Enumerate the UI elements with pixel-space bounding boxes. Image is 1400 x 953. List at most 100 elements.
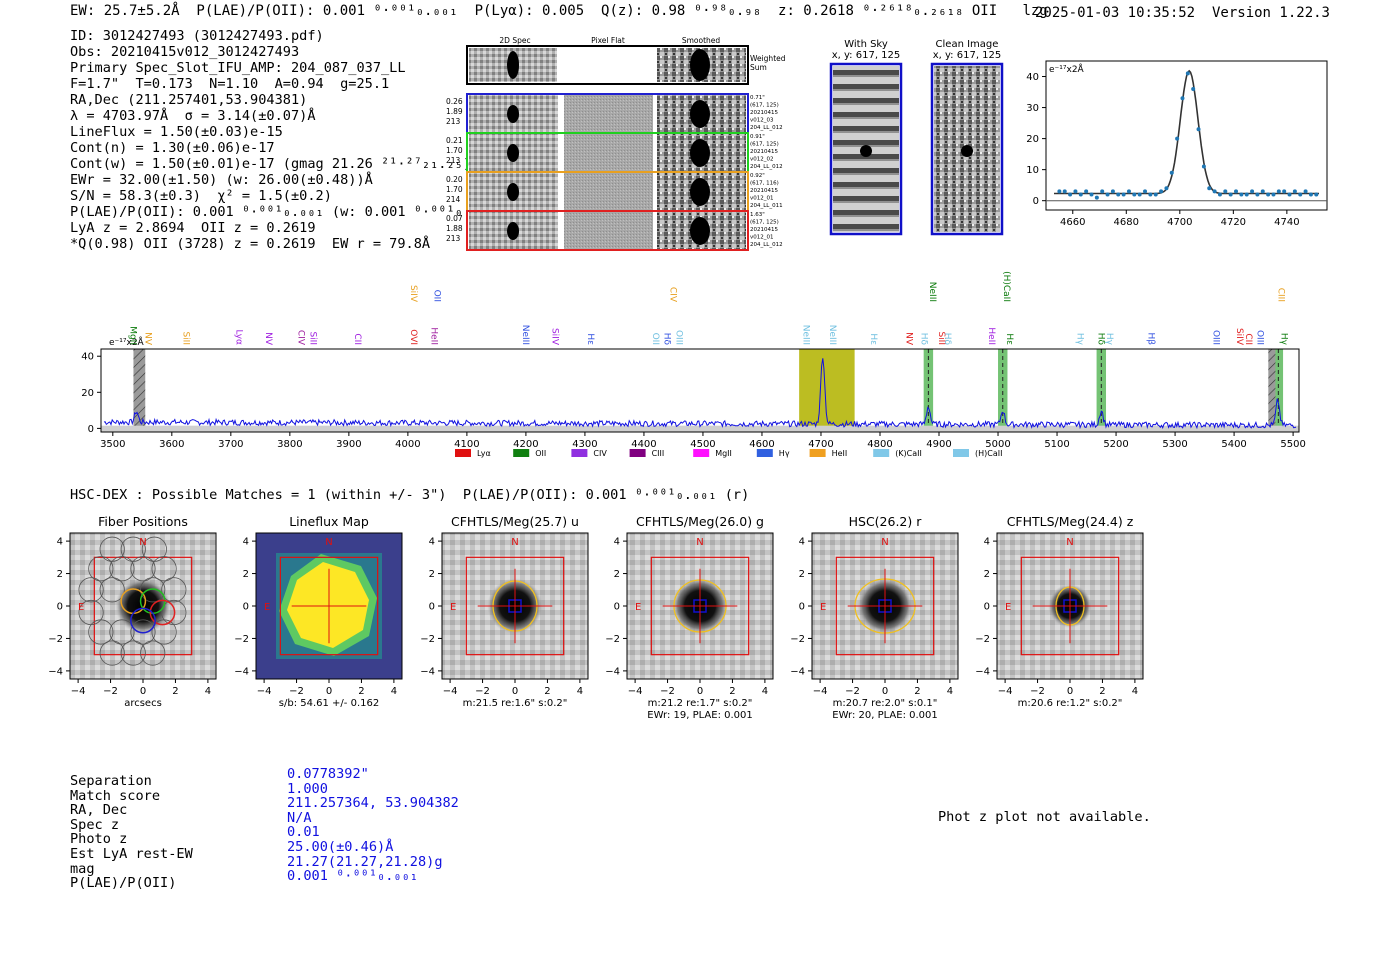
row-right-label: 20210415 <box>750 149 778 155</box>
spectrum-legend-label: CIV <box>593 449 607 458</box>
east-label: E <box>78 602 84 613</box>
spectrum-legend-swatch <box>809 449 826 457</box>
spectrum-xtick-label: 5100 <box>1044 439 1069 450</box>
row-left-label: 0.26 <box>446 97 463 106</box>
spectrum-line-label: OVI <box>408 329 418 345</box>
spectrum-xtick-label: 5300 <box>1162 439 1187 450</box>
spectrum-xtick-label: 5500 <box>1280 439 1305 450</box>
row-left-label: 213 <box>446 234 461 243</box>
summary-labels: Separation Match score RA, Dec Spec z Photo … <box>70 774 193 891</box>
zoom-data-point <box>1148 192 1153 197</box>
imaging-ytick-label: −4 <box>975 666 990 677</box>
row-right-label: 20210415 <box>750 227 778 233</box>
summary-label: RA, Dec <box>70 802 128 819</box>
fiber-circle <box>130 619 156 645</box>
imaging-xtick-label: 0 <box>326 686 332 697</box>
zoom-data-point <box>1282 189 1287 194</box>
imaging-ytick-label: 0 <box>243 602 249 613</box>
row-right-label: 0.91" <box>750 134 765 140</box>
imaging-xtick-label: 0 <box>697 686 703 697</box>
spectrum-line-label: Hγ <box>1104 333 1114 346</box>
spectrum-line-label: CII <box>352 333 362 345</box>
spectrum-legend-label: MgII <box>715 449 732 458</box>
spectrum-line-label: MgII <box>128 326 138 345</box>
row-right-label: v012_01 <box>750 235 774 241</box>
row-right-label: 0.71" <box>750 95 765 101</box>
imaging-xtick-label: −2 <box>660 686 675 697</box>
imaging-ytick-label: 4 <box>57 537 63 548</box>
summary-value: 211.257364, 53.904382 <box>287 795 459 812</box>
imaging-ytick-label: −4 <box>48 666 63 677</box>
fiber-circle <box>109 556 135 582</box>
zoom-data-point <box>1073 189 1078 194</box>
zoom-axes <box>1045 60 1328 211</box>
zoom-data-point <box>1180 96 1185 101</box>
zoom-ytick-label: 20 <box>1026 134 1039 145</box>
row-pixel-flat <box>564 95 653 133</box>
imaging-caption: m:20.6 re:1.2" s:0.2" <box>1018 698 1123 709</box>
photz-note: Phot z plot not available. <box>938 809 1151 825</box>
zoom-data-point <box>1100 189 1105 194</box>
info-line: Cont(n) = 1.30(±0.06)e-17 <box>70 140 275 156</box>
info-line: *Q(0.98) OII (3728) z = 0.2619 EW r = 79… <box>70 236 431 252</box>
imaging-ytick-label: 2 <box>614 569 620 580</box>
zoom-data-point <box>1057 189 1062 194</box>
imaging-ytick-label: 0 <box>57 602 63 613</box>
imaging-panel-title: HSC(26.2) r <box>849 514 923 529</box>
zoom-data-point <box>1089 192 1094 197</box>
zoom-xtick-label: 4680 <box>1114 217 1139 228</box>
row-source <box>507 144 519 162</box>
row-right-label: 0.92" <box>750 173 765 179</box>
spectrum-line-label: Hγ <box>1278 333 1288 346</box>
imaging-panels: Fiber Positions N E −4 −2 0 2 4 4 2 0 −2 −4 arcsecs Li… <box>48 514 1144 721</box>
zoom-data-point <box>1175 136 1180 141</box>
zoom-data-point <box>1132 192 1137 197</box>
imaging-xtick-label: −2 <box>289 686 304 697</box>
row-right-label: 204_LL_012 <box>750 125 783 131</box>
north-label: N <box>1066 537 1073 548</box>
north-label: N <box>511 537 518 548</box>
zoom-data-point <box>1062 189 1067 194</box>
spectrum-unit-label: e⁻¹⁷x2Å <box>109 336 145 348</box>
zoom-data-point <box>1292 189 1297 194</box>
cutout-column-header: Smoothed <box>682 36 721 45</box>
spectrum-line-label: NV <box>263 332 273 346</box>
imaging-ytick-label: 4 <box>243 537 249 548</box>
imaging-xtick-label: −4 <box>998 686 1013 697</box>
weighted-label: Weighted <box>750 54 786 63</box>
summary-label: Separation <box>70 773 152 789</box>
spectrum-xtick-label: 4000 <box>395 439 420 450</box>
imaging-xtick-label: 2 <box>914 686 920 697</box>
spectrum-line-label: NeIII <box>520 325 530 345</box>
with-sky-coords: x, y: 617, 125 <box>832 50 901 61</box>
spectrum-line-label: SiIV <box>408 285 418 303</box>
spectrum-xtick-label: 3700 <box>218 439 243 450</box>
row-left-label: 213 <box>446 156 461 165</box>
summary-value: 0.0778392" <box>287 766 369 782</box>
source-blob <box>115 578 171 634</box>
spectrum-legend-swatch <box>571 449 588 457</box>
spectrum-line-label: NeIII <box>827 325 837 345</box>
summary-value: N/A <box>287 809 312 826</box>
search-box <box>93 556 193 656</box>
row-right-label: 204_LL_012 <box>750 164 783 170</box>
imaging-xtick-label: 2 <box>172 686 178 697</box>
spectrum-match-band <box>1273 349 1284 432</box>
spectrum-ytick-label: 20 <box>81 388 94 399</box>
spectrum-xtick-label: 4400 <box>631 439 656 450</box>
east-label: E <box>1005 602 1011 613</box>
north-label: N <box>139 537 146 548</box>
zoom-data-point <box>1105 192 1110 197</box>
imaging-ytick-label: 4 <box>429 537 435 548</box>
north-label: N <box>881 537 888 548</box>
with-sky-frame <box>829 62 903 236</box>
row-pixel-flat <box>564 212 653 250</box>
imaging-xtick-label: 4 <box>947 686 953 697</box>
spectrum-legend-label: Hγ <box>779 449 790 458</box>
row-left-label: 0.07 <box>446 214 463 223</box>
search-box <box>279 556 379 656</box>
weighted-source <box>507 51 519 79</box>
imaging-ytick-label: −2 <box>790 634 805 645</box>
spectrum-line-label: Hδ <box>942 333 952 346</box>
